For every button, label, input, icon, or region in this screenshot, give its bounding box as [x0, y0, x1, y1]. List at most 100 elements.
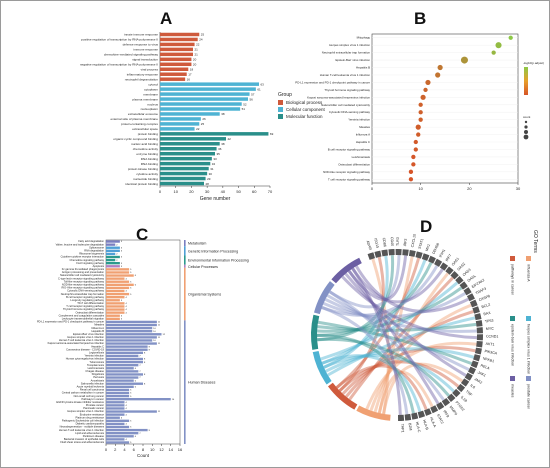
c-value-label: 7: [139, 433, 141, 435]
d-gene-label: ADAR: [365, 240, 372, 251]
c-x-axis-label: Count: [137, 453, 150, 458]
a-bar: [160, 37, 198, 42]
d-gene-label: TP53: [485, 318, 494, 323]
c-category-label: Prostate cancer: [86, 403, 104, 407]
panel-c: Fatty acid degradation 3 Valine, leucine a…: [37, 239, 249, 458]
c-value-label: 3: [121, 318, 123, 320]
a-category-label: nucleotide binding: [133, 177, 158, 181]
c-x-tick-label: 4: [123, 447, 126, 452]
c-value-label: 4: [126, 402, 128, 404]
a-value-label: 30: [209, 172, 213, 176]
c-category-label: Fatty acid degradation: [78, 239, 104, 243]
a-bar: [160, 117, 201, 121]
c-category-label: Cytosolic DNA-sensing pathway: [67, 289, 105, 293]
c-category-label: Endocrine resistance: [80, 412, 105, 416]
c-category-label: RNA degradation: [84, 248, 104, 252]
c-x-tick-label: 6: [133, 447, 136, 452]
b-category-label: NOD-like receptor signaling pathway: [323, 170, 370, 174]
c-bar: [106, 373, 143, 376]
c-x-tick-label: 14: [169, 447, 174, 452]
c-value-label: 4: [126, 303, 128, 305]
d-gene-segment: [402, 249, 409, 256]
c-category-label: Human T-cell leukemia virus 1 infection: [59, 428, 105, 432]
panel-a: innate immune response 25 positive regulat…: [80, 32, 326, 202]
d-chord-link: [377, 256, 414, 414]
a-value-label: 51: [242, 107, 246, 111]
c-bar: [106, 401, 125, 404]
d-gene-label: TLR3: [396, 237, 400, 246]
b-x-tick-label: 10: [418, 186, 423, 191]
d-gene-label: STAT2: [436, 413, 444, 424]
c-value-label: 7: [139, 365, 141, 367]
a-category-label: extracellular exosome: [128, 112, 158, 116]
c-value-label: 6: [135, 284, 137, 286]
b-point: [411, 162, 416, 167]
a-bar: [160, 102, 242, 106]
a-bar: [160, 161, 211, 166]
d-chord-link: [323, 354, 455, 393]
c-bar: [106, 268, 130, 271]
c-category-band: [184, 320, 186, 444]
b-x-tick-label: 0: [371, 186, 374, 191]
b-size-legend-dot: [524, 125, 528, 129]
d-chord-link: [327, 316, 476, 377]
d-gene-label: ISG15: [373, 238, 379, 249]
c-bar: [106, 441, 130, 444]
a-category-label: nucleoplasm: [141, 107, 159, 111]
d-gene-segment: [428, 255, 436, 264]
c-bar: [106, 320, 157, 324]
c-bar: [106, 274, 134, 277]
a-category-label: cytokine activity: [136, 172, 158, 176]
a-category-label: neutrophil degranulation: [125, 77, 158, 81]
a-bar: [160, 72, 187, 76]
panel-label-a: A: [160, 9, 172, 28]
c-value-label: 5: [130, 281, 132, 283]
a-category-label: innate immune response: [124, 33, 158, 37]
d-gene-segment: [447, 393, 456, 403]
c-x-tick-label: 2: [114, 447, 117, 452]
c-category-band-label: Cellular Processes: [188, 265, 218, 269]
d-chord-link: [351, 267, 402, 415]
a-bar: [160, 42, 195, 47]
c-category-label: T cell receptor signaling pathway: [66, 304, 104, 308]
c-category-label: Leishmaniasis: [88, 366, 105, 370]
a-value-label: 57: [251, 92, 255, 96]
d-gene-label: HLA-A: [429, 417, 437, 429]
a-value-label: 25: [201, 122, 205, 126]
b-category-label: Yersinia infection: [348, 118, 370, 122]
c-value-label: 14: [172, 399, 175, 401]
d-chord-link: [341, 346, 476, 395]
a-category-label: signal transduction: [132, 58, 158, 62]
b-category-label: Kaposi sarcoma-associated herpesvirus in…: [307, 95, 370, 99]
c-bar: [106, 302, 125, 305]
c-value-label: 10: [153, 331, 156, 333]
d-gene-label: IFIH1: [438, 249, 446, 259]
d-gene-segment: [456, 383, 466, 393]
c-bar: [106, 419, 130, 422]
a-category-label: protein-containing complex: [121, 122, 158, 126]
c-bar: [106, 305, 125, 308]
c-value-label: 11: [158, 322, 161, 324]
d-gene-segment: [455, 275, 464, 285]
a-x-tick-label: 30: [205, 189, 210, 194]
b-point: [411, 154, 416, 160]
c-value-label: 11: [158, 343, 161, 345]
d-legend-label: influenza A: [527, 264, 531, 282]
c-bar: [106, 252, 116, 256]
d-gene-segment: [374, 250, 382, 258]
c-category-label: Renal cell carcinoma: [80, 388, 105, 392]
d-gene-segment: [476, 340, 483, 348]
d-chord-link: [321, 259, 427, 365]
c-category-label: Influenza A: [91, 326, 104, 330]
d-chord-link: [365, 341, 477, 410]
d-gene-segment: [460, 378, 470, 387]
d-gene-label: PTGS2: [454, 400, 465, 412]
d-chord-link: [351, 267, 444, 304]
a-bar: [160, 122, 200, 126]
c-category-label: EGFR tyrosine kinase inhibitor resistanc…: [56, 400, 104, 404]
c-bar: [106, 422, 125, 426]
b-point: [408, 169, 414, 174]
a-category-label: protein kinase binding: [128, 167, 158, 171]
d-gene-label: BCL2: [481, 303, 491, 310]
